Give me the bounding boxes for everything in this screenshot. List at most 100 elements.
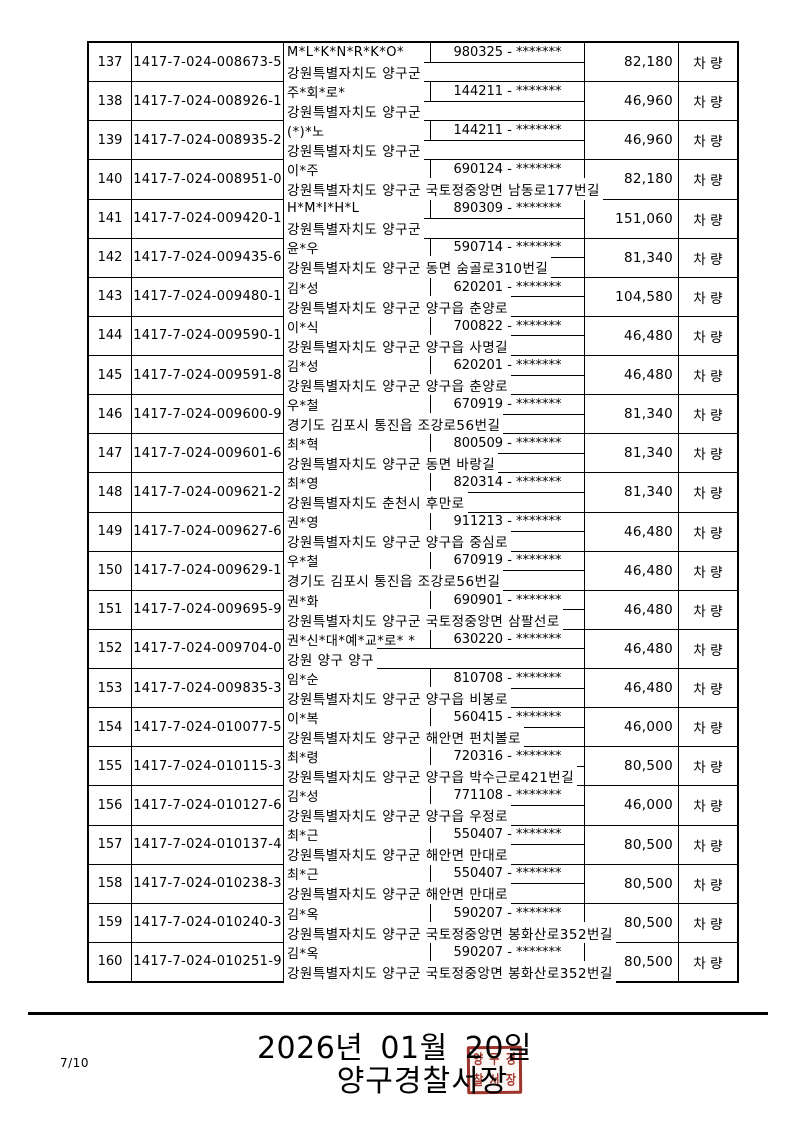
amount-cell: 151,060 xyxy=(585,199,679,238)
birthdate-cell: 620201 - ******* xyxy=(430,356,584,375)
row-number-cell: 143 xyxy=(89,277,132,316)
person-cell: H*M*I*H*L 890309 - ******* 강원특별자치도 양구군 xyxy=(284,199,585,240)
address-cell: 강원특별자치도 양구군 해안면 만대로 xyxy=(284,882,584,905)
stamp-glyph: 경 xyxy=(505,1051,516,1068)
amount-cell: 81,340 xyxy=(585,238,679,277)
row-number-cell: 146 xyxy=(89,395,132,434)
table-row: 143 1417-7-024-009480-1 김*성 620201 - ***… xyxy=(89,277,737,318)
row-number-cell: 137 xyxy=(89,43,132,82)
stamp-glyph: 양 xyxy=(472,1051,484,1068)
table-row: 149 1417-7-024-009627-6 권*영 911213 - ***… xyxy=(89,512,737,553)
name-cell: 최*령 xyxy=(287,751,319,767)
table-row: 146 1417-7-024-009600-9 우*철 670919 - ***… xyxy=(89,395,737,435)
name-cell: 김*옥 xyxy=(287,946,319,962)
case-id-cell: 1417-7-024-009480-1 xyxy=(132,277,284,316)
address-cell: 강원 양구 양구 xyxy=(284,647,584,670)
seizure-type-cell: 차 량 xyxy=(693,447,723,464)
case-id-cell: 1417-7-024-009695-9 xyxy=(132,590,284,629)
name-cell: 김*옥 xyxy=(287,907,319,923)
address-cell: 강원특별자치도 양구군 해안면 펀치볼로 xyxy=(284,725,584,748)
address-cell: 강원특별자치도 양구군 동면 숨골로310번길 xyxy=(284,256,584,279)
table-row: 158 1417-7-024-010238-3 최*근 550407 - ***… xyxy=(89,864,737,905)
table-row: 150 1417-7-024-009629-1 우*철 670919 - ***… xyxy=(89,551,737,592)
case-id-cell: 1417-7-024-008935-2 xyxy=(132,121,284,160)
address-cell: 경기도 김포시 통진읍 조강로56번길 xyxy=(284,412,584,435)
seizure-type-cell: 차 량 xyxy=(693,760,723,777)
amount-cell: 46,960 xyxy=(585,82,679,121)
case-id-cell: 1417-7-024-009835-3 xyxy=(132,669,284,708)
person-cell: 최*근 550407 - ******* 강원특별자치도 양구군 해안면 만대로 xyxy=(284,864,585,905)
seizure-type-cell: 차 량 xyxy=(693,603,723,620)
case-id-cell: 1417-7-024-009591-8 xyxy=(132,356,284,395)
case-id-cell: 1417-7-024-009590-1 xyxy=(132,316,284,355)
seizure-type-cell: 차 량 xyxy=(693,916,723,933)
address-cell: 강원특별자치도 양구군 국토정중앙면 남동로177번길 xyxy=(284,178,603,201)
person-cell: 최*혁 800509 - ******* 강원특별자치도 양구군 동면 바랑길 xyxy=(284,434,585,475)
birthdate-cell: 590207 - ******* xyxy=(430,903,584,923)
seizure-type-cell: 차 량 xyxy=(693,56,723,73)
seizure-type-cell: 차 량 xyxy=(693,955,723,972)
birthdate-cell: 690124 - ******* xyxy=(430,160,584,179)
address-cell: 강원특별자치도 양구군 양구읍 춘양로 xyxy=(284,373,584,396)
table-row: 154 1417-7-024-010077-5 이*복 560415 - ***… xyxy=(89,708,737,748)
seizure-type-cell: 차 량 xyxy=(693,290,723,307)
amount-cell: 81,340 xyxy=(585,473,679,512)
table-row: 142 1417-7-024-009435-6 윤*우 590714 - ***… xyxy=(89,238,737,279)
seizure-type-cell: 차 량 xyxy=(693,329,723,346)
name-cell: 윤*우 xyxy=(287,242,319,258)
row-number-cell: 138 xyxy=(89,82,132,121)
case-id-cell: 1417-7-024-010251-9 xyxy=(132,942,284,981)
birthdate-cell: 890309 - ******* xyxy=(430,199,584,219)
person-cell: 최*령 720316 - ******* 강원특별자치도 양구군 양구읍 박수근… xyxy=(284,747,585,788)
amount-cell: 46,480 xyxy=(585,356,679,395)
amount-cell: 80,500 xyxy=(585,903,679,942)
address-text: 강원특별자치도 양구군 국토정중앙면 봉화산로352번길 xyxy=(284,960,616,983)
address-text: 강원특별자치도 양구군 양구읍 비봉로 xyxy=(284,686,512,709)
amount-cell: 46,480 xyxy=(585,669,679,708)
birthdate-cell: 620201 - ******* xyxy=(430,277,584,297)
row-number-cell: 140 xyxy=(89,160,132,199)
amount-cell: 46,480 xyxy=(585,590,679,629)
table-row: 155 1417-7-024-010115-3 최*령 720316 - ***… xyxy=(89,747,737,788)
address-text: 경기도 김포시 통진읍 조강로56번길 xyxy=(284,569,504,592)
birthdate-cell: 980325 - ******* xyxy=(430,43,584,62)
person-cell: 김*성 620201 - ******* 강원특별자치도 양구군 양구읍 춘양로 xyxy=(284,277,585,318)
row-number-cell: 150 xyxy=(89,551,132,590)
address-cell: 강원특별자치도 양구군 양구읍 중심로 xyxy=(284,530,584,553)
address-text: 강원특별자치도 양구군 xyxy=(284,139,424,162)
table-row: 156 1417-7-024-010127-6 김*성 771108 - ***… xyxy=(89,786,737,827)
address-text: 강원특별자치도 양구군 해안면 펀치볼로 xyxy=(284,725,525,748)
case-id-cell: 1417-7-024-009420-1 xyxy=(132,199,284,238)
name-cell: 김*성 xyxy=(287,359,319,375)
row-number-cell: 158 xyxy=(89,864,132,903)
table-row: 138 1417-7-024-008926-1 주*회*로* 144211 - … xyxy=(89,82,737,122)
table-row: 160 1417-7-024-010251-9 김*옥 590207 - ***… xyxy=(89,942,737,983)
address-cell: 강원특별자치도 양구군 xyxy=(284,60,584,83)
seizure-type-cell: 차 량 xyxy=(693,721,723,738)
table-row: 140 1417-7-024-008951-0 이*주 690124 - ***… xyxy=(89,160,737,201)
seizure-type-cell: 차 량 xyxy=(693,134,723,151)
case-id-cell: 1417-7-024-009621-2 xyxy=(132,473,284,512)
seizure-type-cell: 차 량 xyxy=(693,369,723,386)
row-number-cell: 144 xyxy=(89,316,132,355)
row-number-cell: 154 xyxy=(89,708,132,747)
address-text: 강원특별자치도 양구군 동면 숨골로310번길 xyxy=(284,256,552,279)
seizure-type-cell: 차 량 xyxy=(693,212,723,229)
address-text: 강원특별자치도 양구군 xyxy=(284,60,424,83)
address-cell: 강원특별자치도 양구군 양구읍 춘양로 xyxy=(284,295,584,318)
case-id-cell: 1417-7-024-009435-6 xyxy=(132,238,284,277)
name-cell: 최*근 xyxy=(287,829,319,845)
table-row: 159 1417-7-024-010240-3 김*옥 590207 - ***… xyxy=(89,903,737,944)
name-cell: 이*복 xyxy=(287,711,319,727)
seizure-type-cell: 차 량 xyxy=(693,877,723,894)
address-text: 강원특별자치도 춘천시 후만로 xyxy=(284,491,468,514)
table-row: 141 1417-7-024-009420-1 H*M*I*H*L 890309… xyxy=(89,199,737,240)
birthdate-cell: 911213 - ******* xyxy=(430,512,584,532)
address-cell: 강원특별자치도 춘천시 후만로 xyxy=(284,491,584,514)
table-row: 157 1417-7-024-010137-4 최*근 550407 - ***… xyxy=(89,825,737,866)
footer-rule xyxy=(28,1012,768,1015)
amount-cell: 80,500 xyxy=(585,825,679,864)
address-text: 강원특별자치도 양구군 국토정중앙면 남동로177번길 xyxy=(284,178,603,201)
case-id-cell: 1417-7-024-010127-6 xyxy=(132,786,284,825)
address-text: 강원특별자치도 양구군 국토정중앙면 삼팔선로 xyxy=(284,608,563,631)
